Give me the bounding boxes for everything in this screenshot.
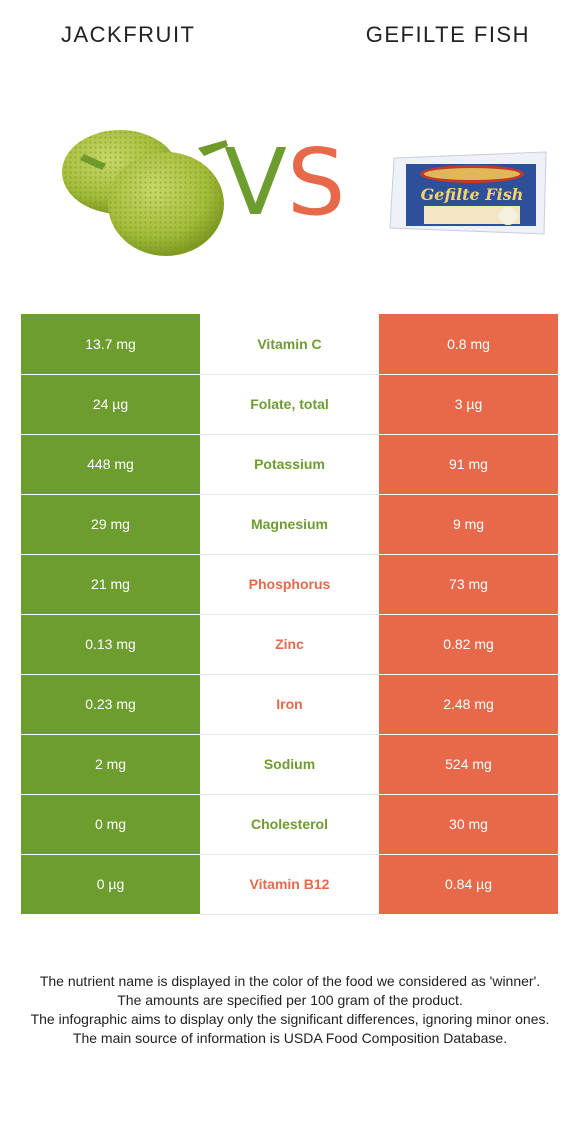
right-food-value: 524 mg [379,734,558,795]
nutrient-name: Vitamin C [200,314,379,375]
right-food-value: 73 mg [379,554,558,615]
nutrient-name: Sodium [200,734,379,795]
table-row: 2 mg Sodium 524 mg [21,734,558,795]
left-food-value: 0 mg [21,794,200,855]
left-food-value: 0.23 mg [21,674,200,735]
right-food-value: 0.84 µg [379,854,558,915]
right-food-value: 3 µg [379,374,558,435]
right-food-value: 2.48 mg [379,674,558,735]
footnote-line: The infographic aims to display only the… [30,1011,550,1027]
footnote-line: The amounts are specified per 100 gram o… [117,992,463,1008]
right-food-value: 30 mg [379,794,558,855]
table-row: 24 µg Folate, total 3 µg [21,374,558,435]
nutrient-name: Cholesterol [200,794,379,855]
nutrient-comparison-table: 13.7 mg Vitamin C 0.8 mg 24 µg Folate, total… [21,314,558,915]
right-food-value: 0.8 mg [379,314,558,375]
right-food-value: 9 mg [379,494,558,555]
table-row: 448 mg Potassium 91 mg [21,434,558,495]
footnote-line: The nutrient name is displayed in the co… [39,973,541,989]
nutrient-name: Iron [200,674,379,735]
left-food-value: 24 µg [21,374,200,435]
table-row: 21 mg Phosphorus 73 mg [21,554,558,615]
nutrient-name: Vitamin B12 [200,854,379,915]
table-row: 29 mg Magnesium 9 mg [21,494,558,555]
table-row: 0 µg Vitamin B12 0.84 µg [21,854,558,915]
nutrient-name: Magnesium [200,494,379,555]
left-food-value: 0 µg [21,854,200,915]
table-row: 0.13 mg Zinc 0.82 mg [21,614,558,675]
nutrient-name: Folate, total [200,374,379,435]
gefilte-fish-image: Gefilte Fish [389,151,547,235]
vs-label: VS [224,129,346,236]
footnote: The nutrient name is displayed in the co… [14,972,566,1048]
nutrient-name: Potassium [200,434,379,495]
left-food-value: 448 mg [21,434,200,495]
right-food-title: GEFILTE FISH [365,22,530,47]
left-food-value: 21 mg [21,554,200,615]
table-row: 0.23 mg Iron 2.48 mg [21,674,558,735]
left-food-value: 13.7 mg [21,314,200,375]
table-row: 0 mg Cholesterol 30 mg [21,794,558,855]
right-food-value: 0.82 mg [379,614,558,675]
right-food-value: 91 mg [379,434,558,495]
left-food-value: 2 mg [21,734,200,795]
footnote-line: The main source of information is USDA F… [72,1030,508,1046]
left-food-value: 0.13 mg [21,614,200,675]
nutrient-name: Phosphorus [200,554,379,615]
left-food-title: JACKFRUIT [61,22,196,47]
table-row: 13.7 mg Vitamin C 0.8 mg [21,314,558,375]
fish-package-label: Gefilte Fish [421,185,524,204]
nutrient-name: Zinc [200,614,379,675]
left-food-value: 29 mg [21,494,200,555]
jackfruit-image [62,130,228,256]
